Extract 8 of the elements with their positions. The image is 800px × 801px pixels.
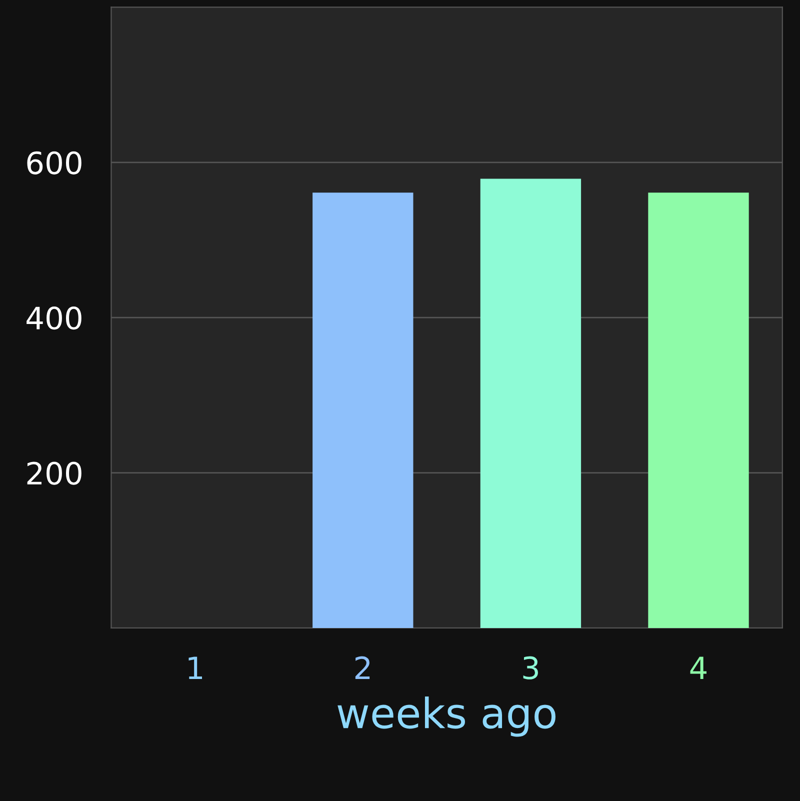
y-tick-label: 600 [27,151,82,174]
x-axis-title: weeks ago [338,696,556,737]
y-tick-label: 400 [26,306,82,330]
x-tick-label: 3 [523,656,538,680]
y-tick-label: 200 [27,462,82,485]
x-tick-label: 1 [188,656,202,679]
x-tick-label: 2 [355,656,370,679]
x-tick-label: 4 [690,656,707,679]
